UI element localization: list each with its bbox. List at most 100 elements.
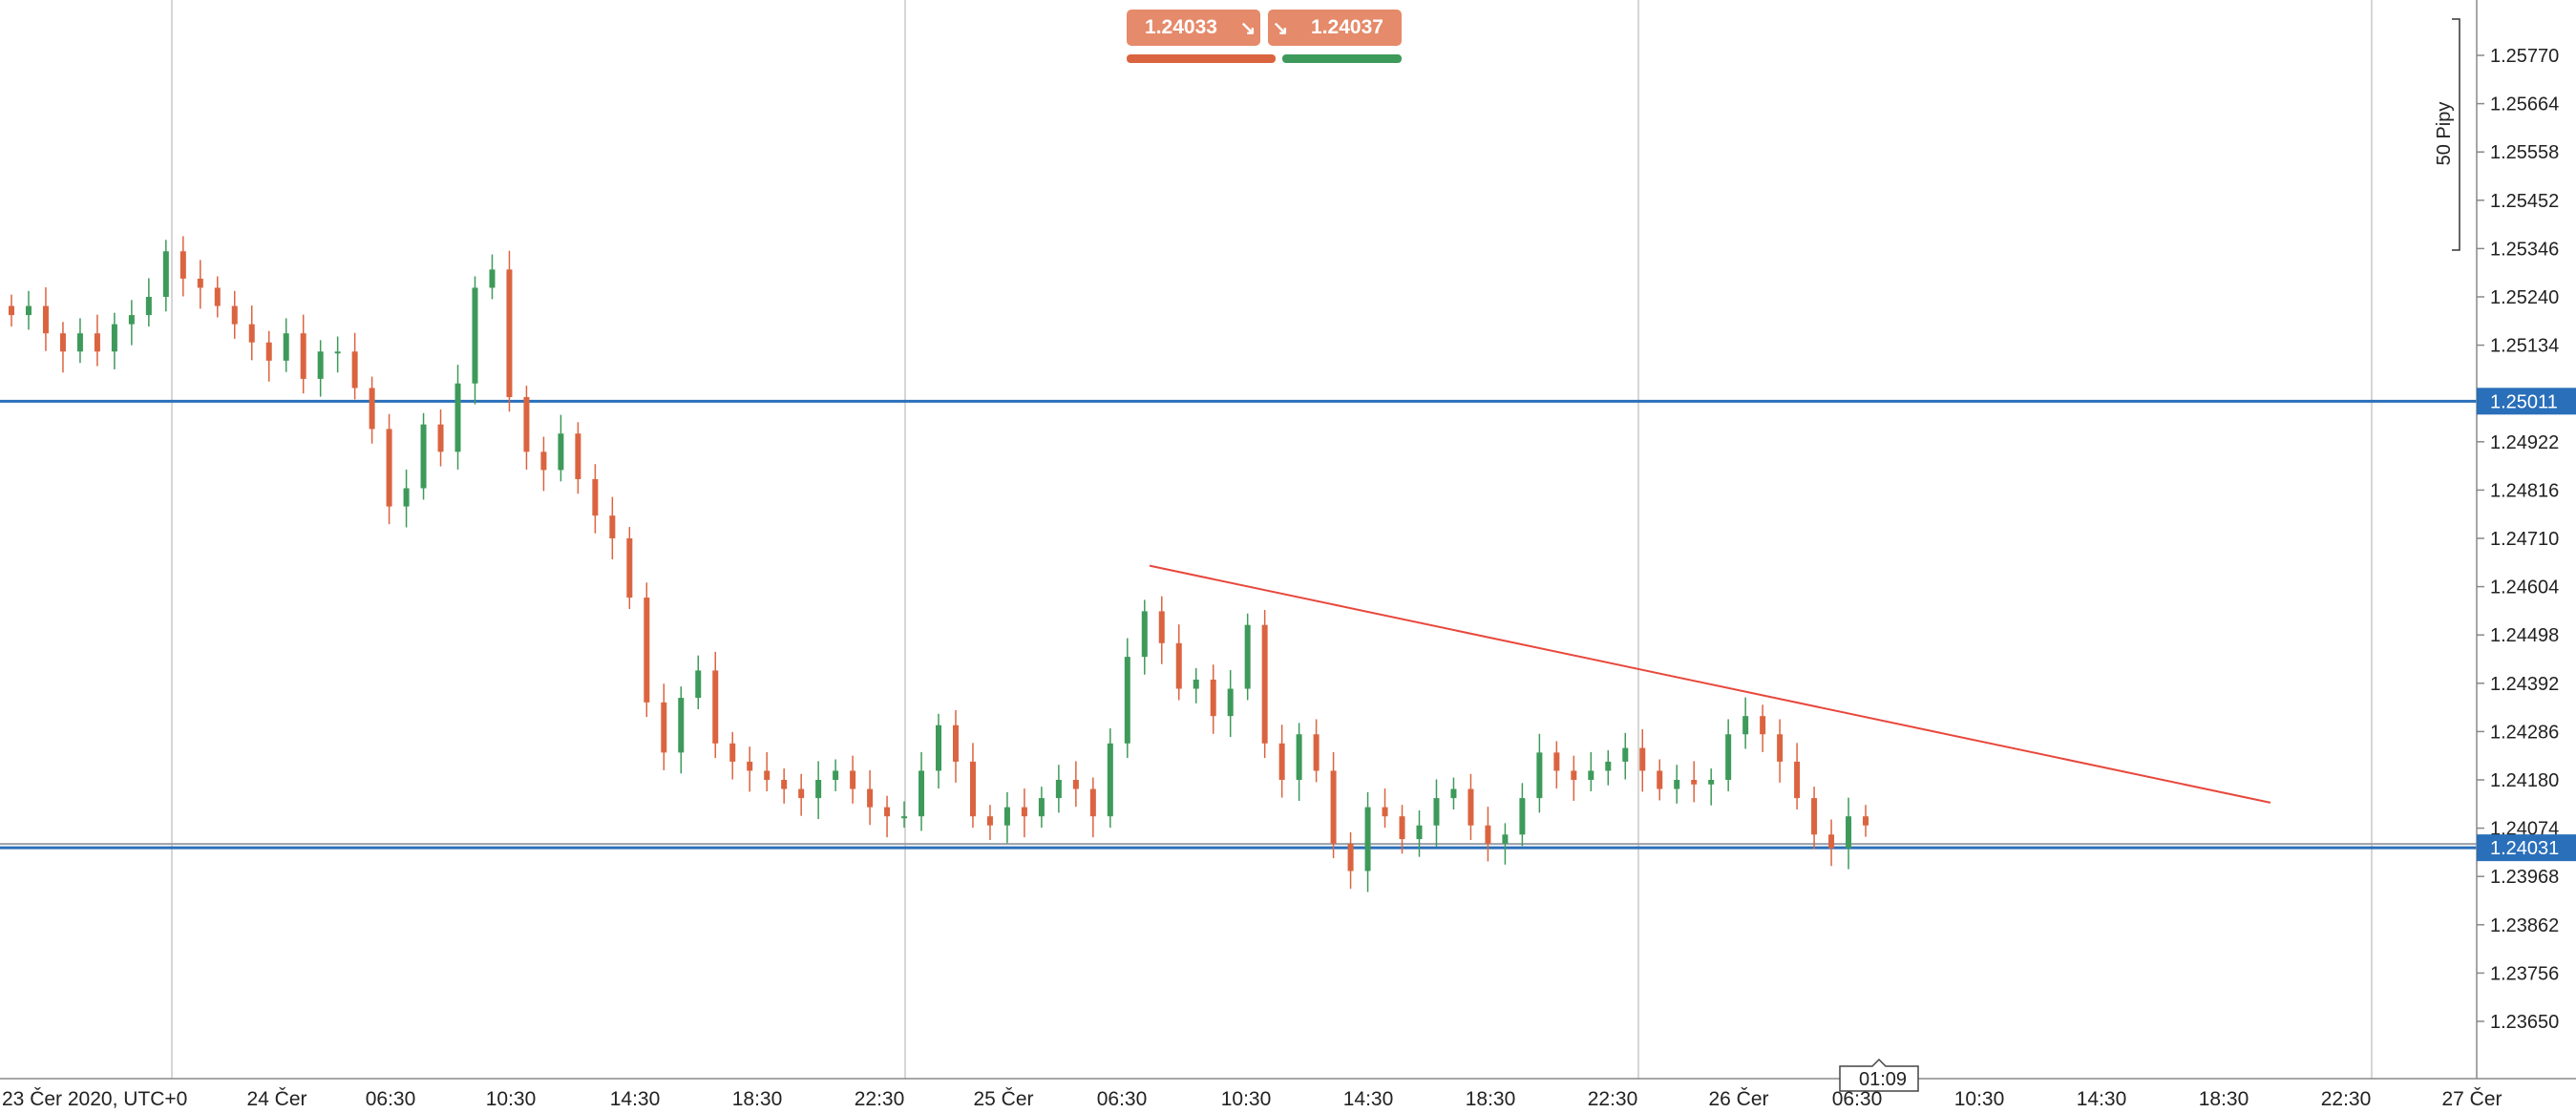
- candle-body: [833, 770, 839, 780]
- candle-body: [472, 287, 478, 384]
- x-tick-label: 06:30: [1097, 1088, 1148, 1110]
- x-tick-label: 22:30: [1588, 1088, 1638, 1110]
- candle-body: [1691, 780, 1698, 785]
- candle-body: [1193, 679, 1199, 689]
- x-tick-label: 14:30: [610, 1088, 661, 1110]
- x-tick-label: 24 Čer: [246, 1088, 306, 1110]
- y-tick-label: 1.23862: [2490, 915, 2559, 936]
- y-tick-label: 1.24286: [2490, 722, 2559, 743]
- candle-body: [1347, 843, 1354, 872]
- candle-body: [1313, 734, 1320, 771]
- candle-body: [1038, 798, 1045, 817]
- y-tick-label: 1.24074: [2490, 819, 2559, 840]
- y-tick-label: 1.24392: [2490, 674, 2559, 695]
- time-axis[interactable]: 23 Čer 2020, UTC+0 24 Čer 06:30 10:30 14:30 1…: [0, 1078, 2576, 1110]
- pip-scale-label: 50 Pipy: [2434, 102, 2455, 166]
- candle-body: [1107, 743, 1113, 817]
- candle-body: [815, 780, 822, 799]
- price-axis-bg: [2477, 0, 2576, 1079]
- candle-body: [437, 424, 444, 452]
- candle-body: [197, 278, 203, 288]
- candle-body: [25, 305, 32, 316]
- candle-body: [1055, 780, 1062, 799]
- candle-body: [952, 724, 959, 762]
- x-tick-label: 23 Čer 2020, UTC+0: [2, 1088, 187, 1110]
- candle-body: [179, 251, 186, 279]
- candle-body: [626, 538, 633, 598]
- candle-body: [867, 788, 874, 808]
- y-tick-label: 1.24498: [2490, 625, 2559, 646]
- candle-body: [1467, 788, 1474, 826]
- candle-body: [111, 324, 117, 352]
- candle-body: [850, 770, 856, 789]
- candle-body: [1553, 752, 1560, 771]
- candle-body: [1124, 657, 1130, 744]
- candle-body: [1210, 679, 1216, 717]
- y-tick-label: 1.25452: [2490, 191, 2559, 212]
- candle-body: [1433, 798, 1440, 826]
- candle-body: [1227, 688, 1234, 717]
- x-tick-label: 10:30: [486, 1088, 537, 1110]
- candle-body: [1846, 816, 1852, 849]
- candle-body: [661, 702, 667, 753]
- candle-body: [1416, 825, 1423, 840]
- candle-body: [1605, 761, 1612, 771]
- y-tick-label: 1.24604: [2490, 578, 2559, 598]
- buy-price: 1.24037: [1311, 16, 1383, 38]
- candle-body: [1382, 807, 1388, 817]
- x-tick-label: 26 Čer: [1708, 1088, 1768, 1110]
- x-tick-label: 22:30: [2321, 1088, 2372, 1110]
- candle-body: [334, 351, 341, 354]
- sell-price: 1.24033: [1145, 16, 1217, 38]
- candle-body: [42, 305, 49, 334]
- candle-body: [76, 333, 83, 352]
- price-line-label-bg: [2477, 388, 2576, 415]
- candle-body: [1175, 642, 1182, 689]
- sell-price-button[interactable]: 1.24033 ↘: [1127, 10, 1260, 46]
- trendline[interactable]: [1149, 564, 2271, 804]
- candle-body: [729, 743, 736, 762]
- candle-body: [781, 780, 788, 789]
- x-tick-label: 10:30: [1954, 1088, 2005, 1110]
- x-tick-label: 06:30: [366, 1088, 416, 1110]
- price-axis[interactable]: 1.25770 1.25664 1.25558 1.25452 1.25346 1.252…: [2476, 0, 2576, 1079]
- buy-volume-bar: [1282, 54, 1402, 63]
- candle-body: [145, 297, 152, 316]
- x-tick-label: 14:30: [2077, 1088, 2127, 1110]
- x-tick-label: 18:30: [2199, 1088, 2249, 1110]
- x-tick-label: 06:30: [1832, 1088, 1883, 1110]
- x-tick-label: 14:30: [1343, 1088, 1394, 1110]
- candle-body: [1141, 611, 1148, 658]
- candle-body: [936, 724, 942, 771]
- candle-body: [1725, 734, 1732, 780]
- candle-body: [986, 816, 993, 826]
- candle-body: [1777, 734, 1784, 762]
- candle-body: [1536, 752, 1543, 799]
- candle-body: [918, 770, 925, 817]
- x-tick-label: 18:30: [732, 1088, 783, 1110]
- y-tick-label: 1.24922: [2490, 432, 2559, 453]
- candle-body: [1502, 834, 1509, 844]
- candle-body: [644, 598, 650, 703]
- candle-body: [1021, 807, 1027, 817]
- horizontal-price-lines[interactable]: [0, 399, 2576, 850]
- candle-body: [1794, 761, 1801, 799]
- candle-body: [454, 383, 461, 452]
- candle-body: [798, 788, 805, 799]
- price-line-label: 1.24031: [2490, 838, 2559, 859]
- candle-body: [1261, 624, 1268, 744]
- buy-price-button[interactable]: ↘ 1.24037: [1268, 10, 1402, 46]
- y-tick-label: 1.25240: [2490, 287, 2559, 308]
- arrow-down-right-icon: ↘: [1239, 17, 1256, 39]
- candle-body: [1158, 611, 1165, 643]
- candle-body: [1364, 807, 1371, 872]
- y-tick-label: 1.23650: [2490, 1012, 2559, 1033]
- candle-body: [523, 397, 530, 452]
- y-tick-label: 1.23968: [2490, 867, 2559, 888]
- x-tick-label: 10:30: [1221, 1088, 1272, 1110]
- candle-body: [403, 488, 410, 507]
- candle-countdown: 01:09: [1839, 1058, 1919, 1092]
- candle-body: [420, 424, 427, 489]
- candle-body: [1760, 716, 1766, 735]
